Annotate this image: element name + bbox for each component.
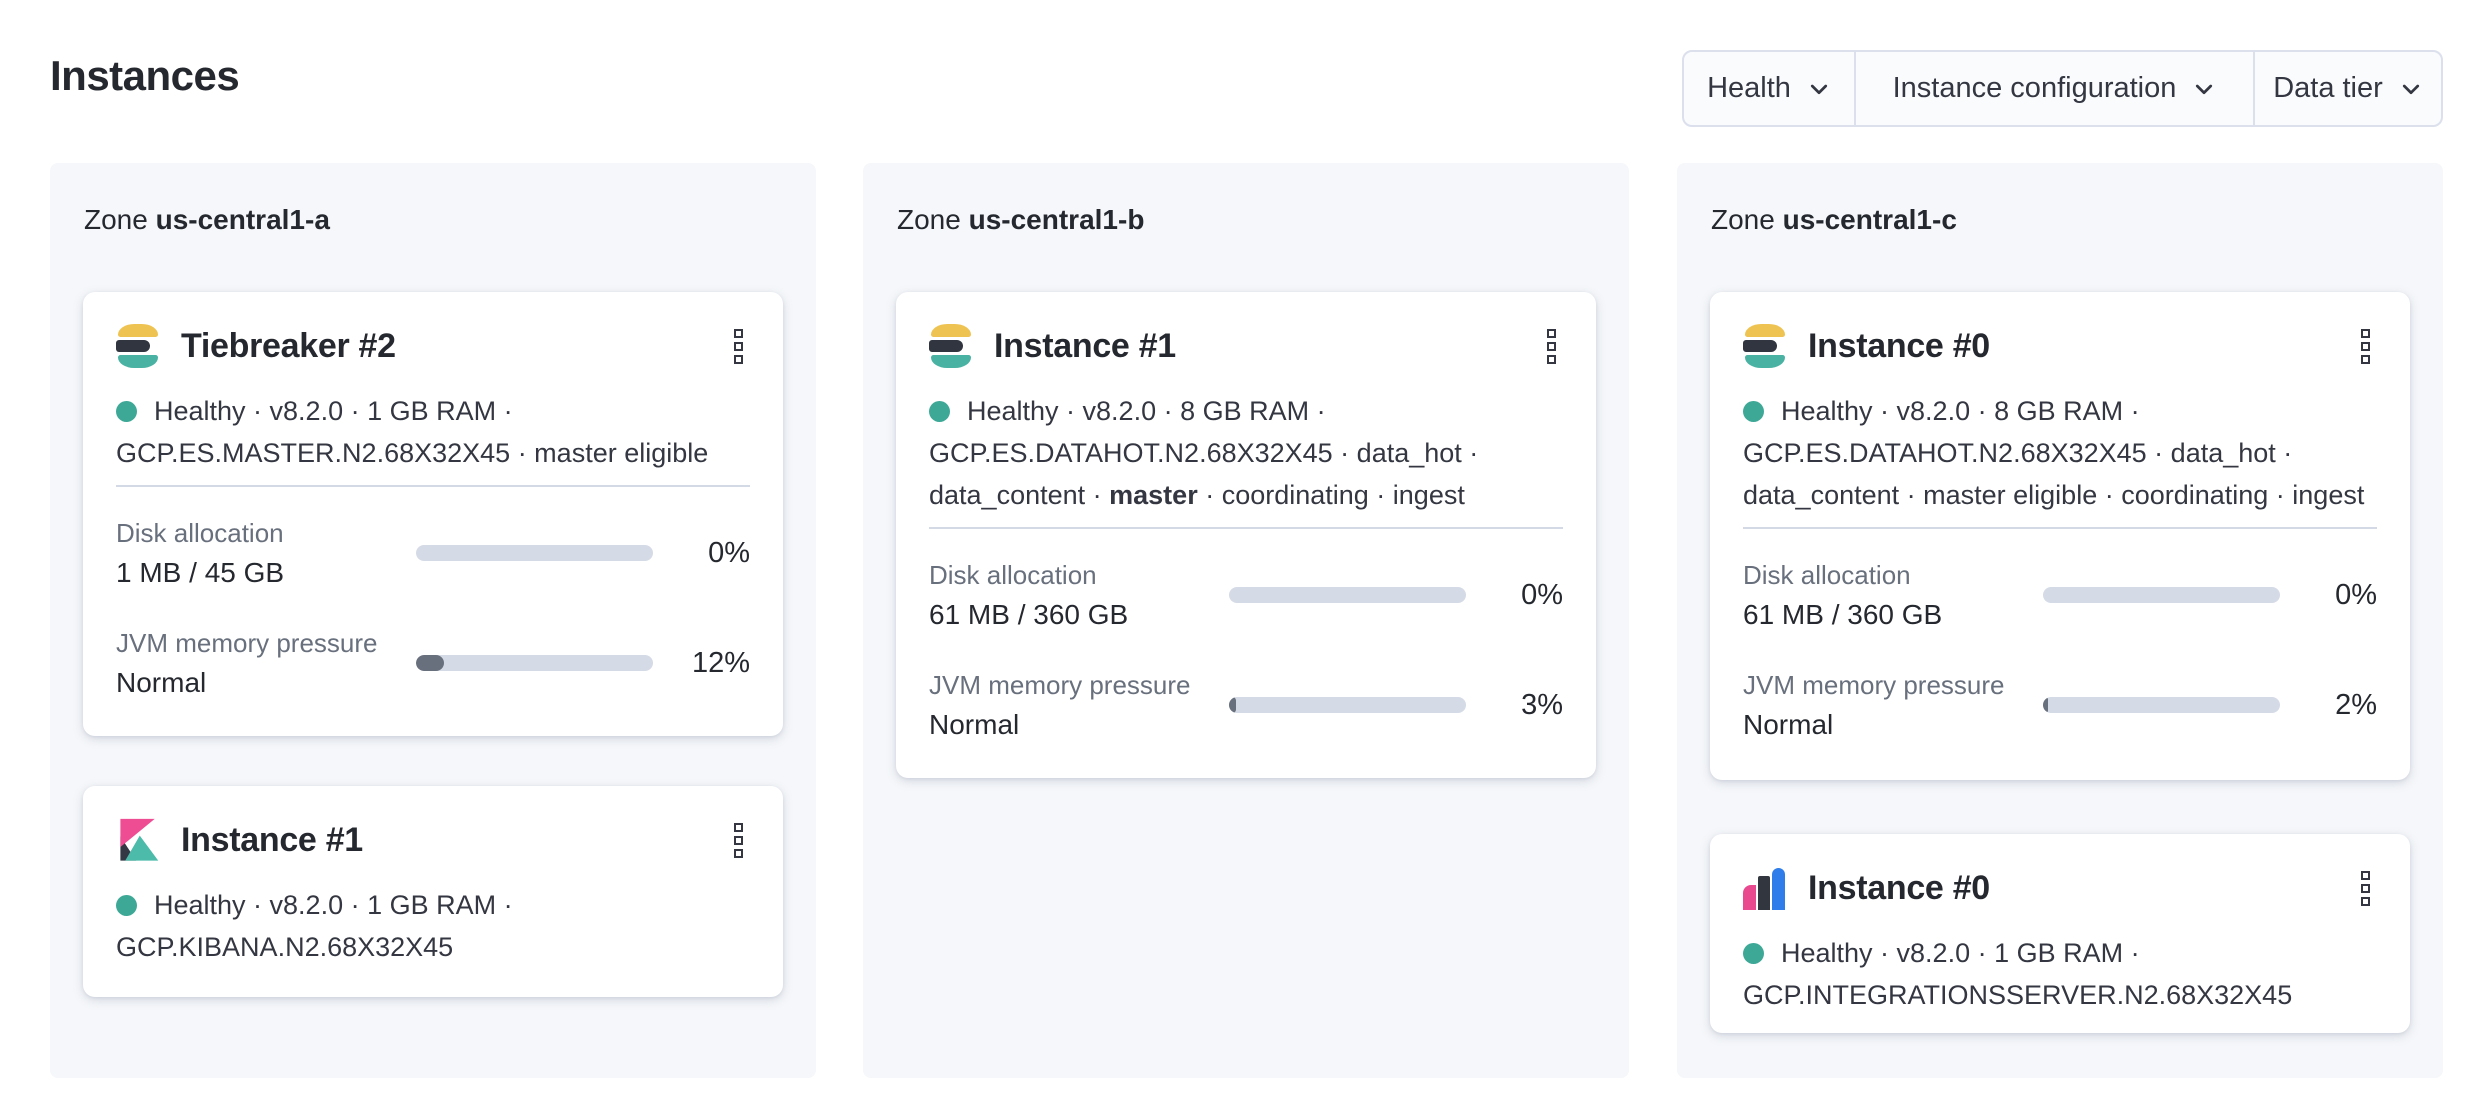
kebab-menu-icon[interactable] (1531, 322, 1571, 370)
zone-label: Zone us-central1-b (897, 204, 1145, 235)
jvm-memory-pressure-row: JVM memory pressure Normal 12% (116, 623, 750, 703)
disk-allocation-value: 61 MB / 360 GB (1743, 599, 1943, 630)
status-text: Healthy · v8.2.0 · 8 GB RAM · (967, 396, 1326, 426)
chevron-down-icon (1807, 77, 1831, 101)
health-dot-icon (116, 400, 137, 422)
integrations-server-logo-icon (1743, 866, 1787, 910)
filter-data-tier-button[interactable]: Data tier (2253, 52, 2441, 125)
status-text: GCP.INTEGRATIONSSERVER.N2.68X32X45 (1743, 980, 2293, 1010)
jvm-memory-pressure-percent: 2% (2335, 688, 2377, 721)
disk-allocation-row: Disk allocation 1 MB / 45 GB 0% (116, 513, 750, 593)
instance-title: Instance #0 (1808, 326, 1990, 365)
kebab-menu-icon[interactable] (718, 816, 758, 864)
elasticsearch-logo-icon (116, 324, 160, 368)
kebab-menu-icon[interactable] (2345, 322, 2385, 370)
status-text: GCP.ES.DATAHOT.N2.68X32X45 · data_hot · (929, 438, 1479, 468)
divider (929, 527, 1563, 529)
jvm-memory-pressure-progressbar (2043, 697, 2280, 713)
health-dot-icon (1743, 942, 1764, 964)
chevron-down-icon (2399, 77, 2423, 101)
disk-allocation-value: 1 MB / 45 GB (116, 557, 285, 588)
status-text: Healthy · v8.2.0 · 1 GB RAM · (1781, 938, 2140, 968)
disk-allocation-label: Disk allocation (929, 560, 1097, 590)
filter-health-button[interactable]: Health (1684, 52, 1854, 125)
elasticsearch-logo-icon (1743, 324, 1787, 368)
disk-allocation-label: Disk allocation (1743, 560, 1911, 590)
instance-card-es-0: Instance #0 Healthy · v8.2.0 · 8 GB RAM … (1710, 292, 2410, 780)
instance-card-kibana-1: Instance #1 Healthy · v8.2.0 · 1 GB RAM … (83, 786, 783, 997)
status-text: Healthy · v8.2.0 · 8 GB RAM · (1781, 396, 2140, 426)
status-text: data_content · master eligible · coordin… (1743, 480, 2365, 510)
zone-label: Zone us-central1-a (84, 204, 330, 235)
kebab-menu-icon[interactable] (2345, 864, 2385, 912)
kebab-menu-icon[interactable] (718, 322, 758, 370)
instance-status: Healthy · v8.2.0 · 8 GB RAM · GCP.ES.DAT… (1743, 390, 2377, 516)
jvm-memory-pressure-label: JVM memory pressure (116, 628, 378, 658)
status-text: data_content · master · coordinating · i… (929, 480, 1465, 510)
kibana-logo-icon (116, 818, 160, 862)
jvm-memory-pressure-row: JVM memory pressure Normal 3% (929, 665, 1563, 745)
page-title: Instances (50, 52, 240, 99)
health-dot-icon (1743, 400, 1764, 422)
disk-allocation-progressbar (1229, 587, 1466, 603)
jvm-memory-pressure-label: JVM memory pressure (929, 670, 1191, 700)
disk-allocation-percent: 0% (708, 536, 750, 569)
instance-card-es-1: Instance #1 Healthy · v8.2.0 · 8 GB RAM … (896, 292, 1596, 778)
status-text: Healthy · v8.2.0 · 1 GB RAM · (154, 396, 513, 426)
instance-status: Healthy · v8.2.0 · 1 GB RAM · GCP.KIBANA… (116, 884, 750, 968)
instance-title: Instance #1 (181, 820, 363, 859)
jvm-memory-pressure-progressbar (416, 655, 653, 671)
instance-status: Healthy · v8.2.0 · 8 GB RAM · GCP.ES.DAT… (929, 390, 1563, 516)
instance-title: Tiebreaker #2 (181, 326, 396, 365)
disk-allocation-percent: 0% (1521, 578, 1563, 611)
zone-label: Zone us-central1-c (1711, 204, 1957, 235)
jvm-memory-pressure-label: JVM memory pressure (1743, 670, 2005, 700)
jvm-memory-pressure-value: Normal (1743, 709, 1834, 740)
status-text: GCP.ES.DATAHOT.N2.68X32X45 · data_hot · (1743, 438, 2293, 468)
instance-title: Instance #1 (994, 326, 1176, 365)
status-text: GCP.KIBANA.N2.68X32X45 (116, 932, 454, 962)
health-dot-icon (116, 894, 137, 916)
filter-instance-configuration-button[interactable]: Instance configuration (1854, 52, 2253, 125)
chevron-down-icon (2192, 77, 2216, 101)
instance-card-integrations-0: Instance #0 Healthy · v8.2.0 · 1 GB RAM … (1710, 834, 2410, 1033)
disk-allocation-progressbar (2043, 587, 2280, 603)
instance-status: Healthy · v8.2.0 · 1 GB RAM · GCP.INTEGR… (1743, 932, 2377, 1016)
jvm-memory-pressure-value: Normal (929, 709, 1020, 740)
status-text: Healthy · v8.2.0 · 1 GB RAM · (154, 890, 513, 920)
jvm-memory-pressure-value: Normal (116, 667, 207, 698)
jvm-memory-pressure-progressbar (1229, 697, 1466, 713)
disk-allocation-row: Disk allocation 61 MB / 360 GB 0% (1743, 555, 2377, 635)
disk-allocation-label: Disk allocation (116, 518, 284, 548)
elasticsearch-logo-icon (929, 324, 973, 368)
divider (1743, 527, 2377, 529)
filter-data-tier-label: Data tier (2273, 72, 2383, 104)
filter-group: Health Instance configuration Data tier (1682, 50, 2443, 127)
disk-allocation-row: Disk allocation 61 MB / 360 GB 0% (929, 555, 1563, 635)
jvm-memory-pressure-row: JVM memory pressure Normal 2% (1743, 665, 2377, 745)
instance-status: Healthy · v8.2.0 · 1 GB RAM · GCP.ES.MAS… (116, 390, 750, 474)
jvm-memory-pressure-percent: 3% (1521, 688, 1563, 721)
status-text: GCP.ES.MASTER.N2.68X32X45 · master eligi… (116, 438, 709, 468)
filter-health-label: Health (1707, 72, 1791, 104)
divider (116, 485, 750, 487)
jvm-memory-pressure-percent: 12% (691, 646, 750, 679)
disk-allocation-progressbar (416, 545, 653, 561)
health-dot-icon (929, 400, 950, 422)
instance-card-tiebreaker-2: Tiebreaker #2 Healthy · v8.2.0 · 1 GB RA… (83, 292, 783, 736)
disk-allocation-value: 61 MB / 360 GB (929, 599, 1129, 630)
disk-allocation-percent: 0% (2335, 578, 2377, 611)
instance-title: Instance #0 (1808, 868, 1990, 907)
filter-instance-configuration-label: Instance configuration (1892, 72, 2177, 104)
